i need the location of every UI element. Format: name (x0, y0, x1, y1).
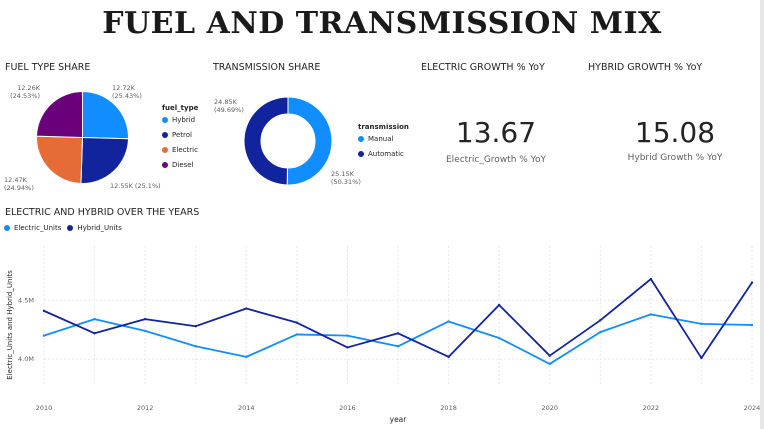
legend-label: Diesel (172, 161, 194, 169)
kpi-hybrid-title: HYBRID GROWTH % YoY (588, 62, 703, 73)
legend-dot (162, 147, 168, 153)
legend-label: Electric_Units (14, 224, 62, 232)
data-point[interactable] (245, 355, 248, 359)
kpi-electric-label: Electric_Growth % YoY (445, 155, 546, 165)
legend-label: Hybrid_Units (77, 224, 122, 232)
data-point[interactable] (93, 332, 96, 335)
data-point[interactable] (194, 325, 197, 328)
data-point[interactable] (750, 323, 754, 327)
fuel-label-hybrid: 12.72K (25.43%) (112, 84, 142, 100)
data-point[interactable] (447, 320, 450, 323)
data-point[interactable] (700, 322, 703, 326)
kpi-electric-value: 13.67 (455, 116, 537, 149)
legend-dot (162, 132, 168, 138)
fuel-chart-title: FUEL TYPE SHARE (5, 62, 91, 73)
data-point[interactable] (497, 336, 501, 340)
data-point[interactable] (295, 321, 299, 324)
x-tick-label: 2012 (137, 404, 154, 412)
legend-dot (162, 117, 168, 123)
y-axis-title: Electric_Units and Hybrid_Units (6, 270, 14, 380)
trans-label-automatic: 24.85K (49.69%) (214, 98, 244, 114)
fuel-label-diesel: 12.26K (24.53%) (10, 84, 40, 100)
data-point[interactable] (396, 345, 400, 348)
fuel-label-electric: 12.47K (24.94%) (4, 176, 34, 192)
legend-dot (358, 151, 364, 157)
legend-label: Automatic (368, 150, 404, 158)
fuel-legend: fuel_type Hybrid Petrol Electric Diesel (162, 104, 198, 176)
line-chart-title: ELECTRIC AND HYBRID OVER THE YEARS (5, 207, 200, 218)
data-point[interactable] (93, 317, 96, 321)
x-tick-label: 2024 (744, 404, 761, 412)
data-point[interactable] (649, 277, 653, 281)
x-tick-label: 2016 (339, 404, 356, 412)
data-point[interactable] (42, 334, 46, 337)
kpi-electric-title: ELECTRIC GROWTH % YoY (421, 62, 545, 73)
fuel-legend-title: fuel_type (162, 104, 199, 112)
data-point[interactable] (599, 319, 602, 322)
transmission-chart-title: TRANSMISSION SHARE (213, 62, 321, 73)
slice-electric[interactable] (36, 135, 84, 184)
transmission-donut-chart[interactable] (243, 96, 333, 186)
kpi-hybrid-label: Hybrid Growth % YoY (627, 153, 723, 163)
line-chart[interactable]: 4.0M 4.5M 2010 2012 2014 2016 2018 2020 2022 2024… (0, 236, 764, 429)
data-point[interactable] (548, 362, 551, 366)
legend-item-electric[interactable]: Electric (162, 146, 198, 154)
data-point[interactable] (194, 345, 197, 348)
data-point[interactable] (700, 356, 703, 360)
data-point[interactable] (346, 334, 349, 337)
x-tick-label: 2022 (643, 404, 660, 412)
data-point[interactable] (346, 346, 349, 349)
slice-hybrid[interactable] (82, 90, 129, 140)
data-point[interactable] (599, 330, 602, 334)
y-tick-label: 4.5M (18, 296, 34, 304)
line-legend: Electric_Units Hybrid_Units (4, 224, 128, 232)
x-axis-title: year (390, 415, 408, 424)
legend-label: Electric (172, 146, 198, 154)
legend-dot (162, 162, 168, 168)
legend-item-petrol[interactable]: Petrol (162, 131, 198, 139)
kpi-hybrid-value: 15.08 (634, 116, 716, 149)
legend-label: Hybrid (172, 116, 196, 124)
legend-item-electric-units[interactable]: Electric_Units (4, 224, 61, 232)
data-point[interactable] (649, 313, 653, 316)
dashboard-title: FUEL AND TRANSMISSION MIX (102, 6, 662, 41)
data-point[interactable] (447, 355, 450, 359)
legend-label: Manual (368, 135, 394, 143)
y-tick-label: 4.0M (18, 355, 34, 363)
legend-label: Petrol (172, 131, 192, 139)
x-tick-label: 2018 (440, 404, 457, 412)
x-tick-label: 2020 (541, 404, 558, 412)
data-point[interactable] (245, 307, 248, 310)
slice-petrol[interactable] (80, 136, 129, 184)
legend-dot (358, 136, 364, 142)
data-point[interactable] (497, 303, 501, 307)
data-point[interactable] (143, 329, 147, 333)
slice-diesel[interactable] (36, 90, 83, 139)
fuel-pie-chart[interactable] (30, 85, 135, 190)
fuel-label-petrol: 12.55K (25.1%) (110, 182, 161, 190)
legend-dot (67, 225, 74, 231)
slice-manual[interactable] (286, 96, 333, 186)
x-tick-label: 2010 (36, 404, 53, 412)
legend-item-automatic[interactable]: Automatic (358, 150, 409, 158)
data-point[interactable] (42, 309, 46, 313)
trans-label-manual: 25.15K (50.31%) (331, 170, 361, 186)
data-point[interactable] (750, 281, 754, 284)
data-point[interactable] (548, 354, 551, 357)
x-tick-label: 2014 (238, 404, 255, 412)
scrollbar[interactable] (760, 0, 764, 429)
slice-automatic[interactable] (243, 96, 289, 186)
data-point[interactable] (396, 332, 400, 335)
transmission-legend: transmission Manual Automatic (358, 123, 409, 165)
legend-item-hybrid-units[interactable]: Hybrid_Units (67, 224, 122, 232)
legend-item-hybrid[interactable]: Hybrid (162, 116, 198, 124)
legend-item-manual[interactable]: Manual (358, 135, 409, 143)
legend-item-diesel[interactable]: Diesel (162, 161, 198, 169)
legend-dot (4, 225, 10, 231)
data-point[interactable] (143, 317, 147, 321)
transmission-legend-title: transmission (358, 123, 409, 131)
data-point[interactable] (295, 333, 299, 336)
